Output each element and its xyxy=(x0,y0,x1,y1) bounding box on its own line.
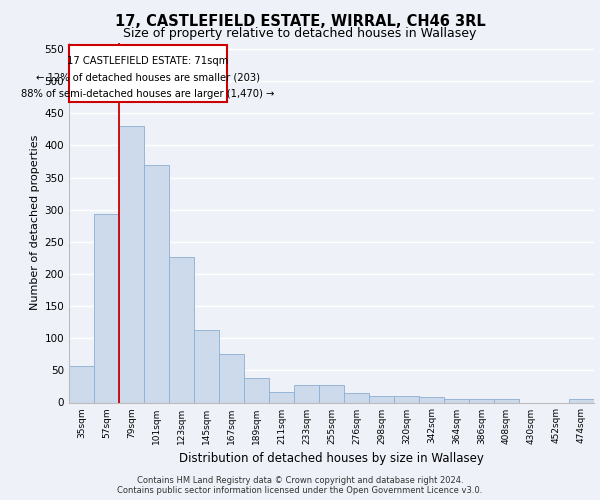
Bar xyxy=(419,398,444,402)
Bar xyxy=(244,378,269,402)
Bar xyxy=(119,126,144,402)
Bar xyxy=(194,330,219,402)
Bar xyxy=(144,166,169,402)
Bar xyxy=(469,400,494,402)
Text: Size of property relative to detached houses in Wallasey: Size of property relative to detached ho… xyxy=(124,28,476,40)
Bar xyxy=(294,385,319,402)
Text: 88% of semi-detached houses are larger (1,470) →: 88% of semi-detached houses are larger (… xyxy=(21,88,274,99)
X-axis label: Distribution of detached houses by size in Wallasey: Distribution of detached houses by size … xyxy=(179,452,484,465)
Bar xyxy=(444,400,469,402)
Bar xyxy=(319,385,344,402)
Bar xyxy=(169,256,194,402)
Text: 17 CASTLEFIELD ESTATE: 71sqm: 17 CASTLEFIELD ESTATE: 71sqm xyxy=(67,56,229,66)
Bar xyxy=(569,400,594,402)
Bar xyxy=(344,393,369,402)
Bar xyxy=(394,396,419,402)
Bar xyxy=(369,396,394,402)
Text: ← 12% of detached houses are smaller (203): ← 12% of detached houses are smaller (20… xyxy=(36,73,260,83)
Bar xyxy=(94,214,119,402)
Text: Contains HM Land Registry data © Crown copyright and database right 2024.
Contai: Contains HM Land Registry data © Crown c… xyxy=(118,476,482,495)
Bar xyxy=(69,45,227,102)
Bar xyxy=(219,354,244,403)
Bar xyxy=(269,392,294,402)
Bar xyxy=(494,400,519,402)
Y-axis label: Number of detached properties: Number of detached properties xyxy=(30,135,40,310)
Bar xyxy=(69,366,94,403)
Text: 17, CASTLEFIELD ESTATE, WIRRAL, CH46 3RL: 17, CASTLEFIELD ESTATE, WIRRAL, CH46 3RL xyxy=(115,14,485,29)
